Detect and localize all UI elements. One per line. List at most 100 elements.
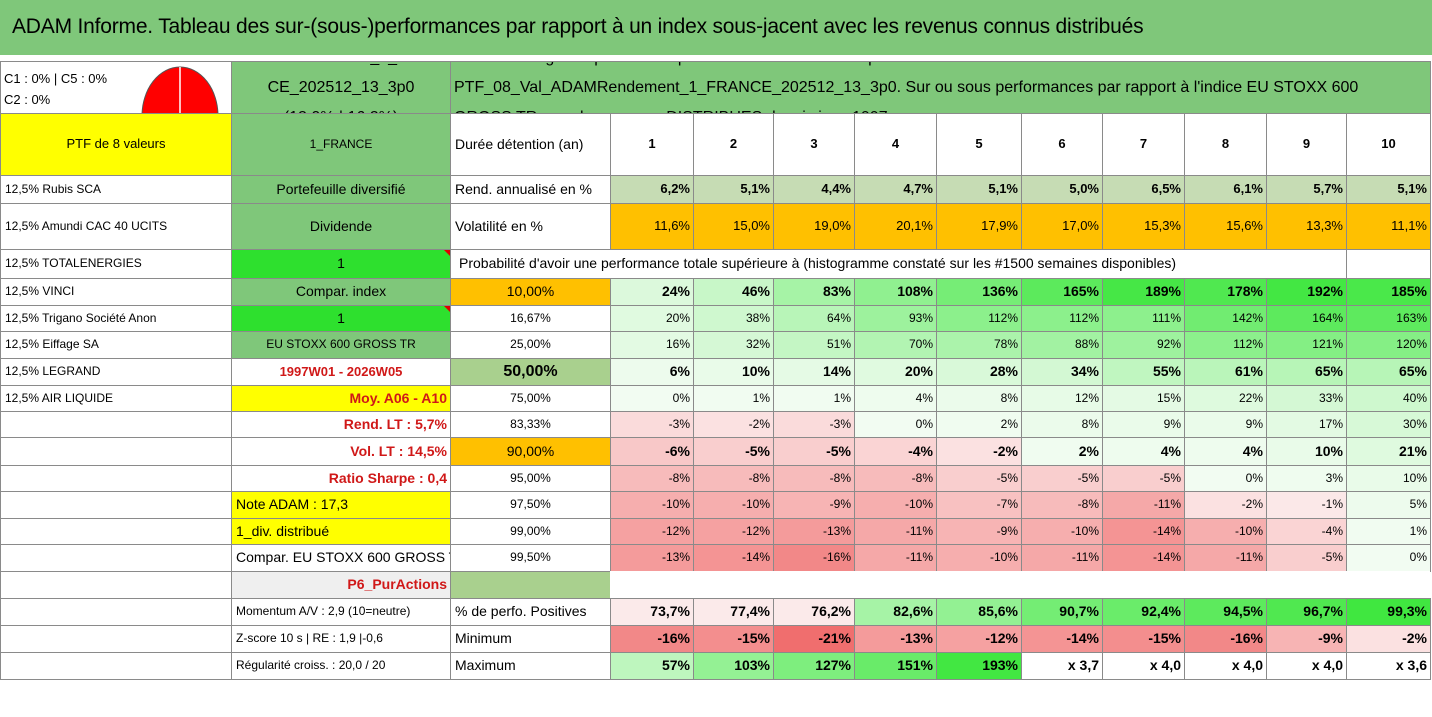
volatility-value: 17,0%: [1021, 203, 1103, 250]
performance-cell: 4%: [854, 385, 937, 412]
pie-legend-item: C1 : 0% | C5 : 0%: [4, 71, 108, 86]
pie-legend: C1 : 0% | C5 : 0%C2 : 0%C3 : 0%C4 : 100%: [4, 68, 108, 113]
performance-cell: -3%: [773, 411, 855, 438]
long-term-return: Rend. LT : 5,7%: [231, 411, 451, 438]
holding-item: 12,5% Amundi CAC 40 UCITS: [0, 203, 232, 250]
annual-return-value: 5,7%: [1266, 175, 1347, 204]
maximum-value: x 3,7: [1021, 652, 1103, 680]
performance-cell: 93%: [854, 305, 937, 332]
pie-legend-item: C2 : 0%: [4, 92, 51, 107]
annual-return-value: 5,0%: [1021, 175, 1103, 204]
maximum-value: 103%: [693, 652, 774, 680]
performance-cell: -10%: [854, 491, 937, 519]
blank-area: [610, 571, 1430, 598]
performance-cell: 165%: [1021, 278, 1103, 306]
performance-cell: 2%: [936, 411, 1022, 438]
minimum-value: -14%: [1021, 625, 1103, 653]
performance-cell: 112%: [1184, 331, 1267, 359]
threshold-value: 99,00%: [450, 518, 611, 545]
empty-cell: [0, 465, 232, 492]
performance-cell: -8%: [854, 465, 937, 492]
performance-cell: 83%: [773, 278, 855, 306]
long-term-volatility: Vol. LT : 14,5%: [231, 437, 451, 466]
performance-cell: 55%: [1102, 358, 1185, 386]
description-line: GROSS TR avec les revenus DISTRIBUES dep…: [454, 103, 892, 114]
threshold-value: 90,00%: [450, 437, 611, 466]
performance-cell: 112%: [936, 305, 1022, 332]
performance-cell: 46%: [693, 278, 774, 306]
empty-cell: [0, 571, 232, 599]
performance-cell: -5%: [1021, 465, 1103, 492]
threshold-value: 16,67%: [450, 305, 611, 332]
positive-perf-value: 85,6%: [936, 598, 1022, 626]
performance-cell: 2%: [1021, 437, 1103, 466]
performance-cell: 24%: [610, 278, 694, 306]
strategy-color-swatch: [450, 571, 611, 599]
performance-cell: -14%: [1102, 518, 1185, 545]
performance-cell: -13%: [773, 518, 855, 545]
performance-cell: 34%: [1021, 358, 1103, 386]
threshold-value: 97,50%: [450, 491, 611, 519]
annual-return-value: 6,1%: [1184, 175, 1267, 204]
performance-cell: -3%: [610, 411, 694, 438]
year-header: 8: [1184, 113, 1267, 176]
positive-perf-value: 90,7%: [1021, 598, 1103, 626]
performance-cell: 22%: [1184, 385, 1267, 412]
performance-cell: 28%: [936, 358, 1022, 386]
performance-cell: 65%: [1266, 358, 1347, 386]
minimum-value: -15%: [1102, 625, 1185, 653]
holding-item: 12,5% Trigano Société Anon: [0, 305, 232, 332]
zscore-indicator: Z-score 10 s | RE : 1,9 |-0,6: [231, 625, 451, 653]
positive-perf-value: 99,3%: [1346, 598, 1431, 626]
maximum-value: 193%: [936, 652, 1022, 680]
description-cell: Effet du lissage temporel sur la perform…: [450, 61, 1431, 114]
performance-cell: -5%: [773, 437, 855, 466]
performance-cell: -11%: [854, 518, 937, 545]
threshold-value: 25,00%: [450, 331, 611, 359]
performance-cell: 17%: [1266, 411, 1347, 438]
performance-cell: 136%: [936, 278, 1022, 306]
title-banner: ADAM Informe. Tableau des sur-(sous-)per…: [0, 0, 1432, 57]
threshold-value: 50,00%: [450, 358, 611, 386]
annual-return-value: 5,1%: [1346, 175, 1431, 204]
portfolio-type: Portefeuille diversifié: [231, 175, 451, 204]
performance-cell: -5%: [1102, 465, 1185, 492]
performance-cell: 10%: [693, 358, 774, 386]
year-header: 2: [693, 113, 774, 176]
performance-cell: -5%: [1266, 544, 1347, 572]
performance-cell: 121%: [1266, 331, 1347, 359]
performance-cell: -8%: [1021, 491, 1103, 519]
performance-cell: 14%: [773, 358, 855, 386]
compare-index-label: Compar. index: [231, 278, 451, 306]
minimum-value: -12%: [936, 625, 1022, 653]
strategy-label: P6_PurActions: [231, 571, 451, 599]
performance-cell: -11%: [854, 544, 937, 572]
empty-cell: [0, 491, 232, 519]
performance-cell: -14%: [1102, 544, 1185, 572]
holding-item: 12,5% LEGRAND: [0, 358, 232, 386]
positive-perf-value: 73,7%: [610, 598, 694, 626]
holding-item: 12,5% TOTALENERGIES: [0, 249, 232, 279]
maximum-value: x 4,0: [1184, 652, 1267, 680]
volatility-value: 19,0%: [773, 203, 855, 250]
performance-cell: -5%: [693, 437, 774, 466]
performance-cell: -12%: [693, 518, 774, 545]
performance-cell: 33%: [1266, 385, 1347, 412]
adam-score: Note ADAM : 17,3: [231, 491, 451, 519]
performance-cell: -5%: [936, 465, 1022, 492]
performance-cell: 0%: [610, 385, 694, 412]
performance-cell: 185%: [1346, 278, 1431, 306]
portfolio-name-line: ADAMRendement_1_FRAN: [241, 62, 440, 73]
performance-cell: -4%: [1266, 518, 1347, 545]
performance-cell: 4%: [1102, 437, 1185, 466]
probability-title: Probabilité d'avoir une performance tota…: [450, 249, 1347, 279]
empty-cell: [0, 652, 232, 680]
performance-cell: 3%: [1266, 465, 1347, 492]
performance-cell: 108%: [854, 278, 937, 306]
performance-cell: 61%: [1184, 358, 1267, 386]
volatility-value: 15,3%: [1102, 203, 1185, 250]
annual-return-value: 6,2%: [610, 175, 694, 204]
volatility-value: 15,6%: [1184, 203, 1267, 250]
dividend-distributed: 1_div. distribué: [231, 518, 451, 545]
threshold-value: 10,00%: [450, 278, 611, 306]
